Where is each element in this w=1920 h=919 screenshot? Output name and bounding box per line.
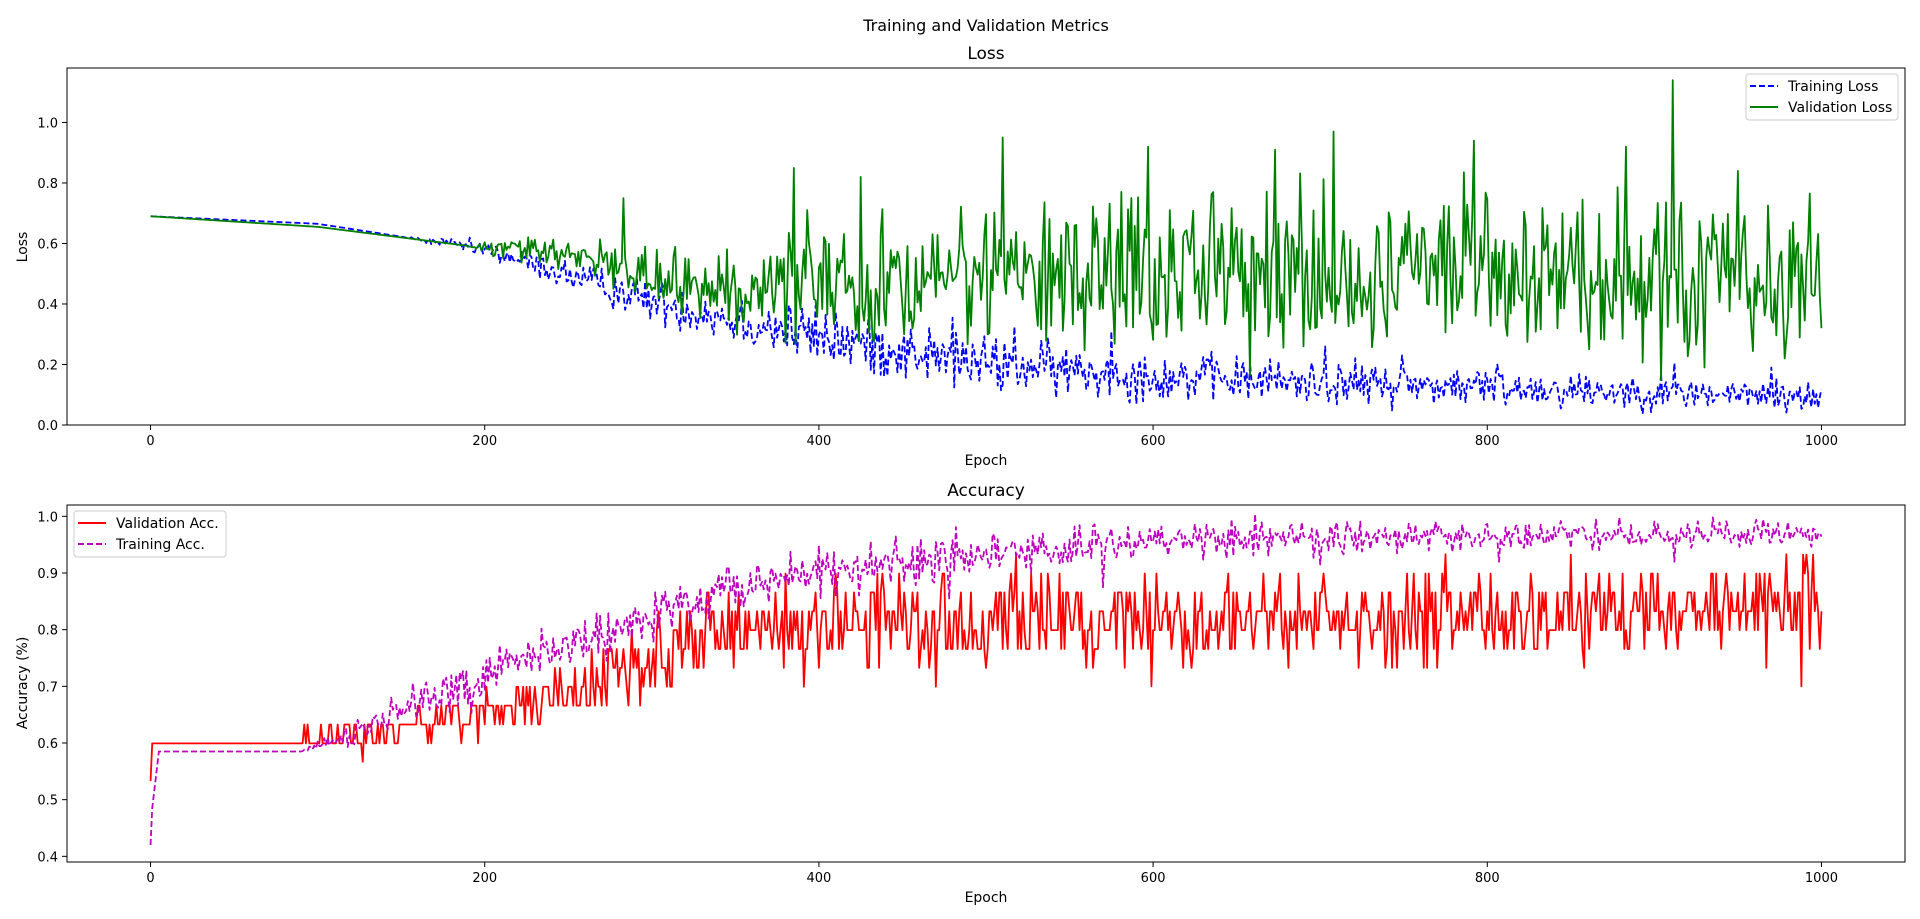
loss-plot-area (150, 79, 1823, 415)
accuracy-xtick-label: 1000 (1805, 871, 1838, 886)
series-line-validation-loss (150, 79, 1823, 382)
legend-label-validation-acc: Validation Acc. (116, 516, 219, 532)
accuracy-legend: Validation Acc. Training Acc. (73, 510, 227, 558)
loss-ylabel: Loss (15, 232, 31, 263)
accuracy-xtick-label: 0 (146, 871, 154, 886)
loss-ticks: 0 200 400 600 800 1000 0.0 0.2 0.4 0.6 0.8 1.0 (37, 116, 1838, 449)
series-line-training-acc (149, 513, 1823, 846)
loss-xtick-label: 600 (1141, 434, 1166, 449)
accuracy-ytick-label: 0.7 (37, 680, 58, 695)
legend-label-validation-loss: Validation Loss (1788, 100, 1892, 116)
accuracy-xlabel: Epoch (965, 890, 1008, 906)
accuracy-ytick-label: 0.4 (37, 850, 58, 865)
loss-axes-frame (66, 67, 1906, 426)
loss-xtick-label: 800 (1475, 434, 1500, 449)
loss-xtick-label: 0 (146, 434, 154, 449)
loss-ytick-label: 1.0 (37, 116, 58, 131)
loss-xtick-label: 400 (806, 434, 831, 449)
accuracy-xtick-label: 600 (1141, 871, 1166, 886)
loss-ytick-label: 0.8 (37, 177, 58, 192)
accuracy-plot-area (149, 513, 1823, 846)
loss-chart-title: Loss (967, 44, 1004, 64)
loss-legend-box (1745, 73, 1899, 121)
figure-title: Training and Validation Metrics (862, 16, 1109, 35)
loss-ytick-label: 0.0 (37, 419, 58, 434)
accuracy-ylabel: Accuracy (%) (15, 637, 31, 730)
series-line-validation-acc (149, 553, 1823, 782)
loss-legend: Training Loss Validation Loss (1745, 73, 1899, 121)
accuracy-xtick-label: 800 (1475, 871, 1500, 886)
series-line-training-loss (150, 215, 1823, 415)
accuracy-chart: Accuracy 0 200 400 600 800 1000 0.4 0.5 0.6 0.7 0.… (15, 481, 1906, 906)
loss-ytick-label: 0.4 (37, 298, 58, 313)
legend-label-training-acc: Training Acc. (115, 537, 205, 553)
accuracy-xtick-label: 400 (806, 871, 831, 886)
accuracy-ytick-label: 0.8 (37, 624, 58, 639)
loss-xtick-label: 1000 (1805, 434, 1838, 449)
loss-ytick-label: 0.2 (37, 358, 58, 373)
loss-ytick-label: 0.6 (37, 237, 58, 252)
accuracy-ytick-label: 0.5 (37, 794, 58, 809)
accuracy-ytick-label: 1.0 (37, 510, 58, 525)
accuracy-chart-title: Accuracy (947, 481, 1025, 501)
accuracy-ytick-label: 0.6 (37, 737, 58, 752)
legend-label-training-loss: Training Loss (1787, 79, 1878, 95)
loss-chart: Loss 0 200 400 600 800 1000 0.0 0.2 0.4 0.6 0.8 1.0… (15, 44, 1906, 469)
accuracy-xtick-label: 200 (472, 871, 497, 886)
accuracy-axes-frame (66, 504, 1906, 863)
accuracy-legend-box (73, 510, 227, 558)
loss-xtick-label: 200 (472, 434, 497, 449)
accuracy-ticks: 0 200 400 600 800 1000 0.4 0.5 0.6 0.7 0.8 0.9 1.0 (37, 510, 1838, 886)
accuracy-ytick-label: 0.9 (37, 567, 58, 582)
loss-xlabel: Epoch (965, 453, 1008, 469)
